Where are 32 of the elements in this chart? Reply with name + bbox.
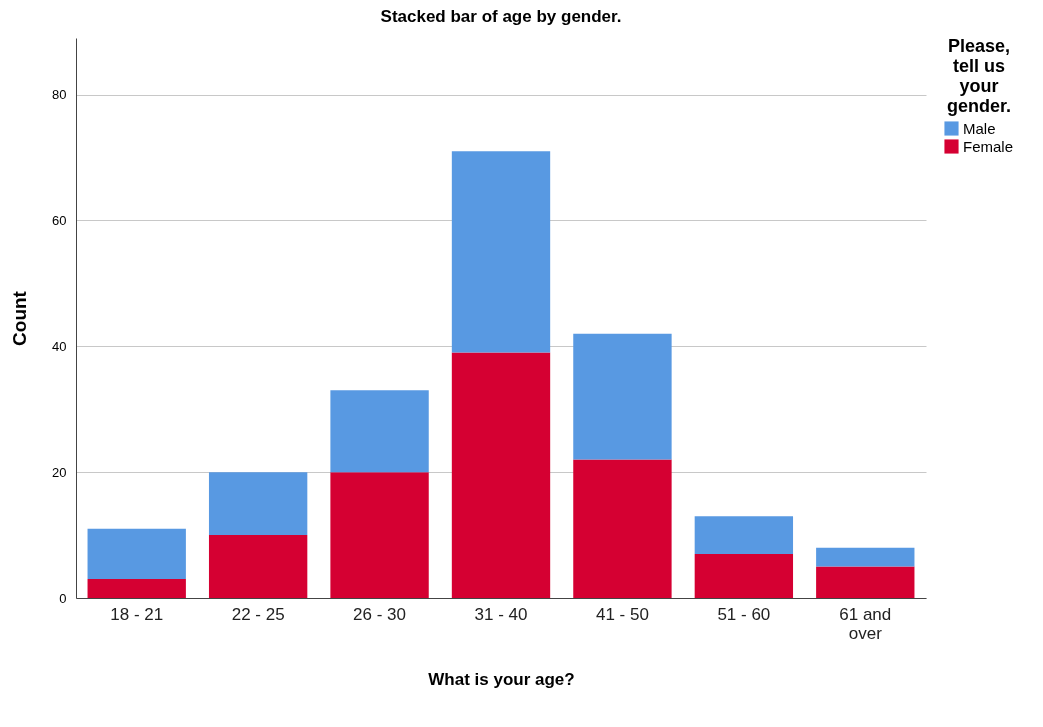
legend-label: Female [963, 137, 1014, 155]
bar [694, 516, 794, 554]
bar [816, 566, 915, 598]
bar [451, 352, 551, 598]
legend-title: Please, tell us your gender. [946, 36, 1012, 116]
bar [451, 151, 551, 353]
bar [816, 547, 915, 567]
y-tick-label: 40 [52, 338, 67, 354]
chart-title: Stacked bar of age by gender. [380, 7, 622, 26]
x-tick-label: 61 and over [839, 604, 892, 643]
bar [573, 333, 672, 460]
y-tick-label: 60 [52, 212, 67, 228]
bar [330, 390, 429, 473]
y-tick-label: 80 [52, 87, 67, 103]
x-tick-label: 41 - 50 [595, 604, 649, 624]
y-tick-label: 0 [59, 590, 67, 606]
y-axis-title: Count [9, 290, 31, 346]
x-tick-label: 18 - 21 [110, 604, 164, 624]
x-tick-label: 26 - 30 [353, 604, 407, 624]
x-tick-label: 31 - 40 [474, 604, 528, 624]
bar [87, 528, 186, 580]
bar [208, 472, 308, 536]
bar [573, 459, 672, 598]
x-tick-label: 22 - 25 [231, 604, 285, 624]
bar [694, 553, 794, 598]
bar [330, 472, 429, 598]
legend-label: Male [963, 119, 996, 137]
bar [87, 579, 186, 598]
x-axis-title: What is your age? [428, 669, 575, 689]
y-tick-label: 20 [52, 464, 67, 480]
x-tick-label: 51 - 60 [717, 604, 771, 624]
bar [208, 535, 308, 598]
